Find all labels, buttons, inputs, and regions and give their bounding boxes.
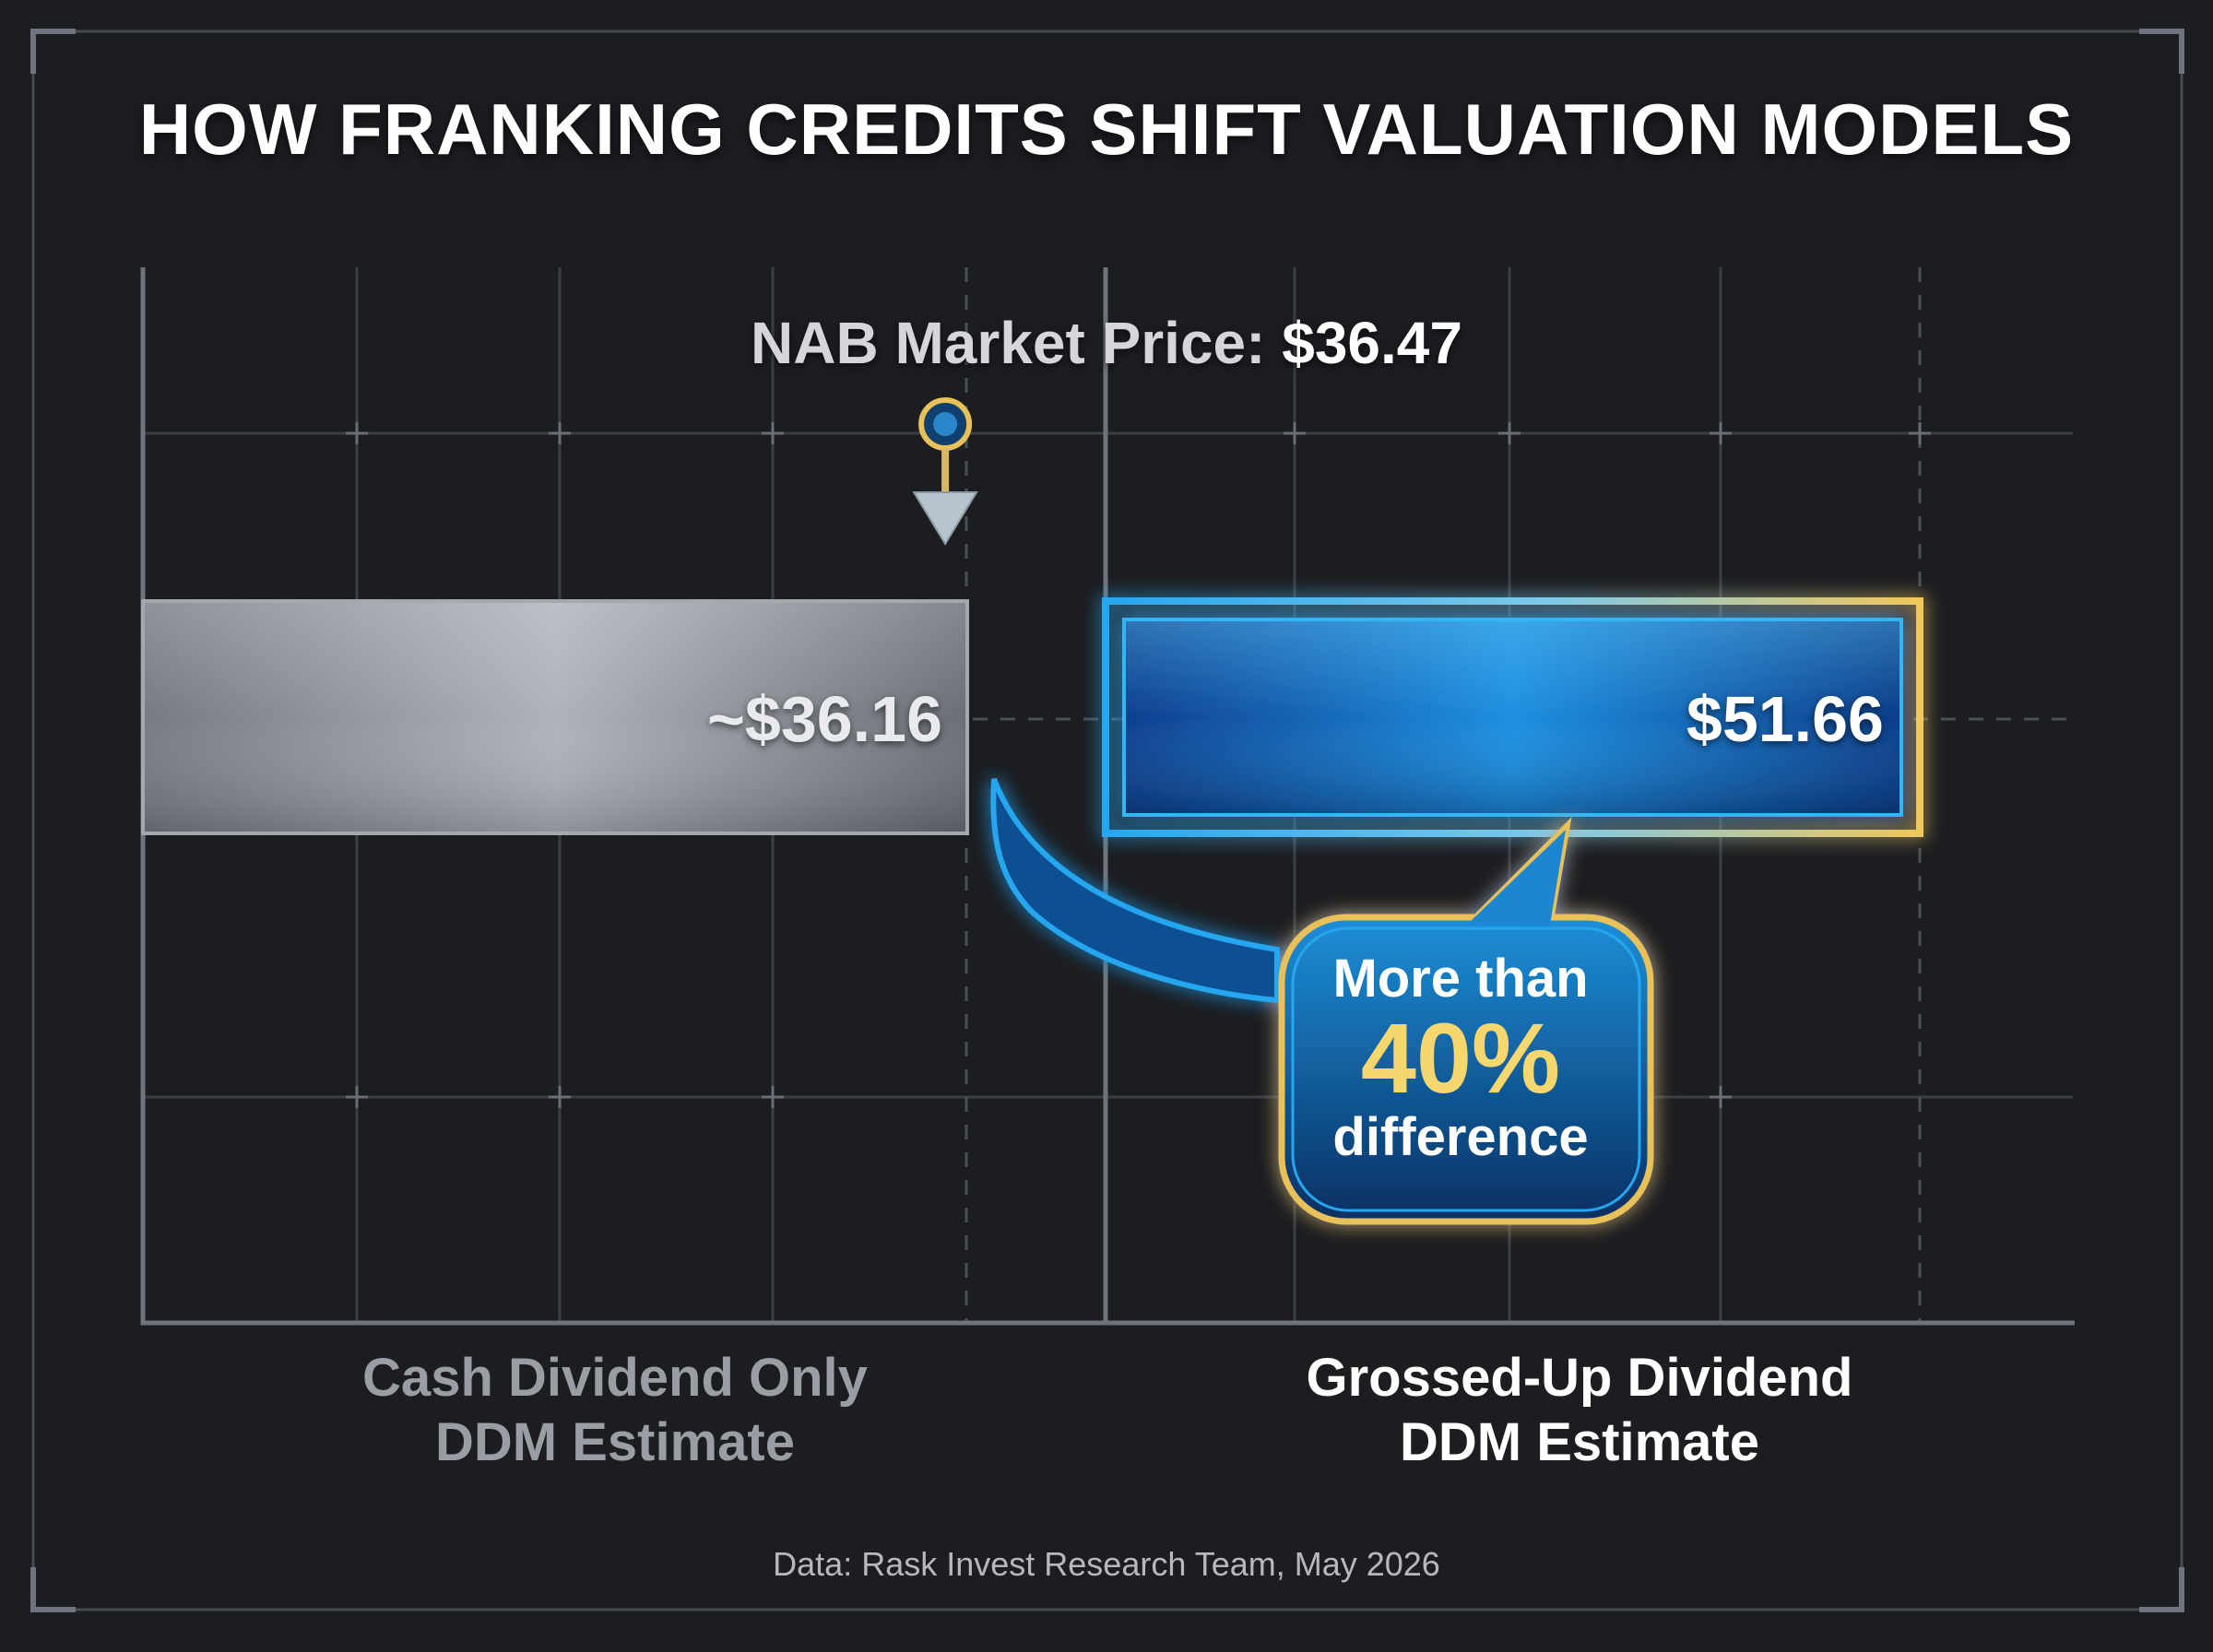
- market-price-caption: NAB Market Price:: [751, 310, 1266, 376]
- callout-percentage: 40%: [1360, 1002, 1561, 1114]
- difference-callout-text: More than 40% difference: [1289, 950, 1632, 1167]
- callout-line-1: More than: [1332, 949, 1589, 1009]
- market-price-value: $36.47: [1282, 310, 1462, 376]
- market-price-marker: [912, 397, 978, 546]
- callout-line-3: difference: [1332, 1107, 1589, 1167]
- category-label-line: Cash Dividend Only: [362, 1348, 868, 1408]
- category-label-line: Grossed-Up Dividend: [1306, 1348, 1853, 1408]
- category-label-line: DDM Estimate: [435, 1412, 795, 1472]
- source-note: Data: Rask Invest Research Team, May 202…: [773, 1545, 1440, 1583]
- difference-callout: [990, 777, 1654, 1225]
- category-label-cash-dividend: Cash Dividend Only DDM Estimate: [338, 1346, 892, 1475]
- category-label-line: DDM Estimate: [1400, 1412, 1759, 1472]
- bar-cash-dividend-value: ~$36.16: [707, 683, 942, 755]
- chart-title: HOW FRANKING CREDITS SHIFT VALUATION MOD…: [138, 88, 2075, 170]
- category-label-grossed-up-dividend: Grossed-Up Dividend DDM Estimate: [1303, 1346, 1856, 1475]
- bar-grossed-up-dividend-value: $51.66: [1686, 683, 1884, 755]
- bar-grossed-up-dividend: [1102, 597, 1923, 837]
- market-price-label: NAB Market Price: $36.47: [0, 309, 2213, 377]
- bar-cash-dividend: [141, 599, 969, 835]
